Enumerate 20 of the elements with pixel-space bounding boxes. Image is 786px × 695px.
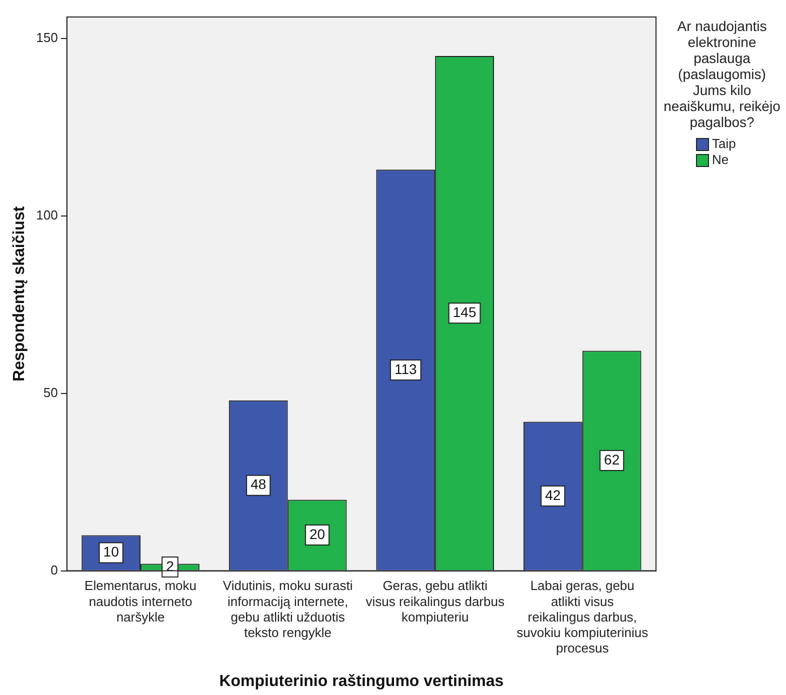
y-axis-title: Respondentų skaičiust [11, 206, 28, 382]
x-tick-label: Geras, gebu atlikti visus reikalingus darbus kompiuteriu [366, 578, 505, 624]
y-tick-label: 100 [36, 207, 58, 222]
y-tick-label: 50 [43, 384, 58, 400]
legend-label: Taip [712, 136, 736, 152]
legend-label: Ne [712, 152, 729, 168]
x-tick-label: Elementarus, moku naudotis interneto naršykle [84, 578, 197, 624]
data-label: 20 [309, 526, 326, 542]
y-tick-label: 150 [36, 30, 58, 45]
data-label: 10 [103, 544, 120, 560]
data-label: 62 [604, 451, 620, 468]
data-label: 113 [394, 360, 417, 377]
y-tick-label: 0 [50, 562, 58, 578]
data-label: 48 [250, 476, 266, 492]
x-axis-title: Kompiuterinio raštingumo vertinimas [219, 672, 504, 690]
x-tick-label: Labai geras, gebu atlikti visus reikalingus darbus, suvokiu kompiuterinius procesus [516, 578, 649, 656]
x-tick-label: Vidutinis, moku surasti informaciją internete, gebu atlikti užduotis teksto rengykle [222, 578, 353, 640]
data-label: 42 [545, 486, 561, 503]
legend-title: Ar naudojantis elektronine paslauga (paslaugomis) Jums kilo neaiškumu, reikėjo pagalbos? [662, 18, 782, 130]
data-label: 145 [452, 304, 476, 320]
